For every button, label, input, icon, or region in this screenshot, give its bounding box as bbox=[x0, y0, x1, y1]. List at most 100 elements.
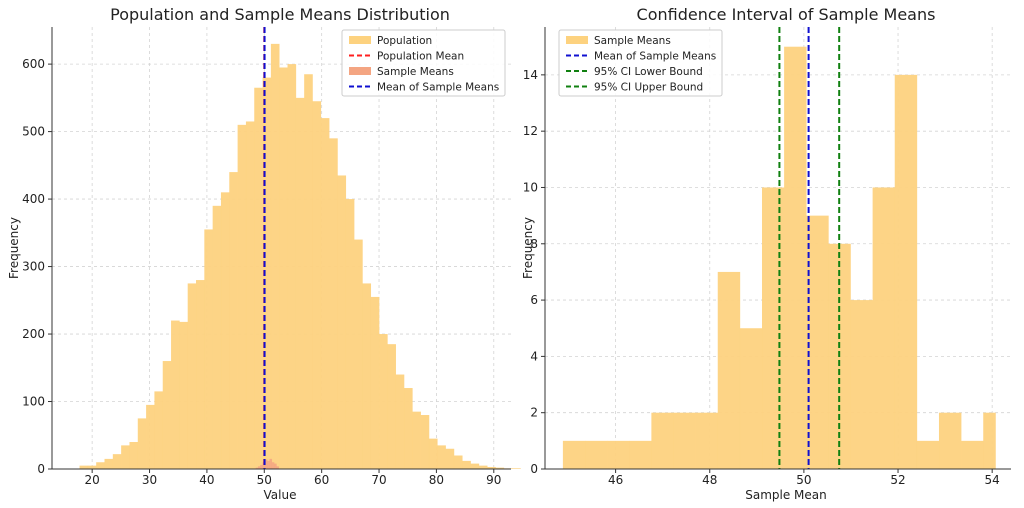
histogram-bar bbox=[983, 412, 996, 469]
histogram-bar bbox=[146, 404, 155, 469]
histogram-bar bbox=[162, 361, 172, 469]
histogram-bar bbox=[79, 465, 89, 469]
x-tick-label: 52 bbox=[890, 473, 905, 487]
histogram-bar bbox=[961, 440, 984, 469]
histogram-bar bbox=[260, 464, 263, 469]
y-tick-label: 500 bbox=[22, 125, 45, 139]
histogram-bar bbox=[179, 321, 188, 469]
chart-left-xlabel: Value bbox=[264, 488, 297, 502]
histogram-bar bbox=[121, 445, 130, 469]
histogram-bar bbox=[673, 412, 696, 469]
histogram-bar bbox=[312, 101, 322, 469]
x-tick-label: 40 bbox=[199, 473, 214, 487]
y-tick-label: 6 bbox=[530, 293, 538, 307]
x-tick-label: 80 bbox=[429, 473, 444, 487]
histogram-bar bbox=[395, 374, 405, 469]
histogram-bar bbox=[254, 87, 263, 470]
chart-right-axes bbox=[544, 27, 1011, 470]
histogram-bar bbox=[607, 440, 630, 469]
legend-label: 95% CI Lower Bound bbox=[594, 66, 703, 78]
histogram-bar bbox=[271, 462, 275, 469]
chart-left: Population and Sample Means Distribution… bbox=[7, 5, 521, 502]
x-tick-label: 60 bbox=[314, 473, 329, 487]
chart-right-xlabel: Sample Mean bbox=[745, 488, 827, 502]
chart-left-bars bbox=[79, 43, 521, 470]
histogram-bar bbox=[445, 448, 455, 469]
histogram-bar bbox=[96, 462, 105, 469]
histogram-bar bbox=[354, 239, 363, 469]
chart-left-title: Population and Sample Means Distribution bbox=[110, 5, 450, 24]
histogram-bar bbox=[403, 388, 413, 469]
y-tick-label: 0 bbox=[37, 462, 45, 476]
y-tick-label: 400 bbox=[22, 192, 45, 206]
legend-box bbox=[558, 29, 723, 97]
histogram-bar bbox=[739, 328, 763, 469]
histogram-bar bbox=[894, 74, 918, 470]
histogram-bar bbox=[916, 440, 940, 469]
histogram-bar bbox=[229, 172, 238, 469]
legend-swatch bbox=[349, 67, 371, 75]
histogram-bar bbox=[279, 67, 288, 469]
legend-label: Population bbox=[377, 35, 432, 47]
histogram-bar bbox=[262, 462, 266, 469]
histogram-bar bbox=[287, 64, 297, 469]
chart-right-title: Confidence Interval of Sample Means bbox=[637, 5, 936, 24]
histogram-bar bbox=[204, 229, 213, 469]
x-tick-label: 30 bbox=[142, 473, 157, 487]
histogram-bar bbox=[345, 199, 355, 469]
histogram-bar bbox=[850, 300, 873, 469]
legend-box bbox=[341, 29, 506, 97]
legend-swatch bbox=[349, 36, 371, 44]
chart-right: Confidence Interval of Sample Means Samp… bbox=[521, 5, 1011, 502]
x-tick-label: 90 bbox=[486, 473, 501, 487]
histogram-bar bbox=[478, 465, 488, 469]
histogram-bar bbox=[806, 215, 829, 469]
histogram-bar bbox=[462, 460, 471, 469]
y-tick-label: 100 bbox=[22, 395, 45, 409]
histogram-bar bbox=[761, 187, 785, 469]
y-tick-label: 200 bbox=[22, 327, 45, 341]
legend-label: 95% CI Upper Bound bbox=[594, 82, 703, 94]
histogram-bar bbox=[187, 283, 197, 469]
x-tick-label: 50 bbox=[257, 473, 272, 487]
histogram-bar bbox=[370, 296, 380, 469]
histogram-bar bbox=[562, 440, 586, 469]
histogram-bar bbox=[717, 271, 741, 469]
histogram-bar bbox=[87, 465, 97, 469]
histogram-bar bbox=[629, 440, 652, 469]
y-tick-label: 2 bbox=[530, 406, 538, 420]
y-tick-label: 14 bbox=[523, 68, 538, 82]
histogram-bar bbox=[295, 97, 305, 469]
y-tick-label: 8 bbox=[530, 237, 538, 251]
chart-left-ticks: 20 30 40 50 60 70 80 90 0 100 200 300 400 500 600 bbox=[22, 57, 501, 487]
histogram-bar bbox=[320, 118, 330, 469]
histogram-bar bbox=[276, 466, 279, 469]
x-tick-label: 48 bbox=[702, 473, 717, 487]
histogram-bar bbox=[171, 320, 180, 469]
histogram-bar bbox=[269, 458, 273, 469]
histogram-bar bbox=[255, 467, 259, 469]
histogram-bar bbox=[453, 455, 463, 469]
y-tick-label: 0 bbox=[530, 462, 538, 476]
histogram-bar bbox=[220, 192, 230, 469]
x-tick-label: 50 bbox=[796, 473, 811, 487]
chart-right-reference-lines bbox=[778, 27, 841, 469]
histogram-bar bbox=[470, 463, 480, 469]
chart-left-ylabel: Frequency bbox=[7, 217, 21, 279]
chart-right-legend: Sample Means Mean of Sample Means 95% CI L… bbox=[558, 29, 723, 97]
histogram-bar bbox=[362, 283, 372, 469]
x-tick-label: 70 bbox=[371, 473, 386, 487]
histogram-bar bbox=[196, 280, 205, 469]
histogram-bar bbox=[257, 466, 261, 469]
histogram-bar bbox=[585, 440, 608, 469]
histogram-bar bbox=[487, 466, 496, 469]
histogram-bar bbox=[412, 411, 421, 469]
x-tick-label: 46 bbox=[608, 473, 623, 487]
histogram-bar bbox=[420, 415, 430, 469]
legend-label: Population Mean bbox=[377, 51, 464, 63]
histogram-bar bbox=[237, 124, 247, 470]
histogram-bar bbox=[267, 460, 270, 469]
histogram-bar bbox=[329, 138, 338, 469]
